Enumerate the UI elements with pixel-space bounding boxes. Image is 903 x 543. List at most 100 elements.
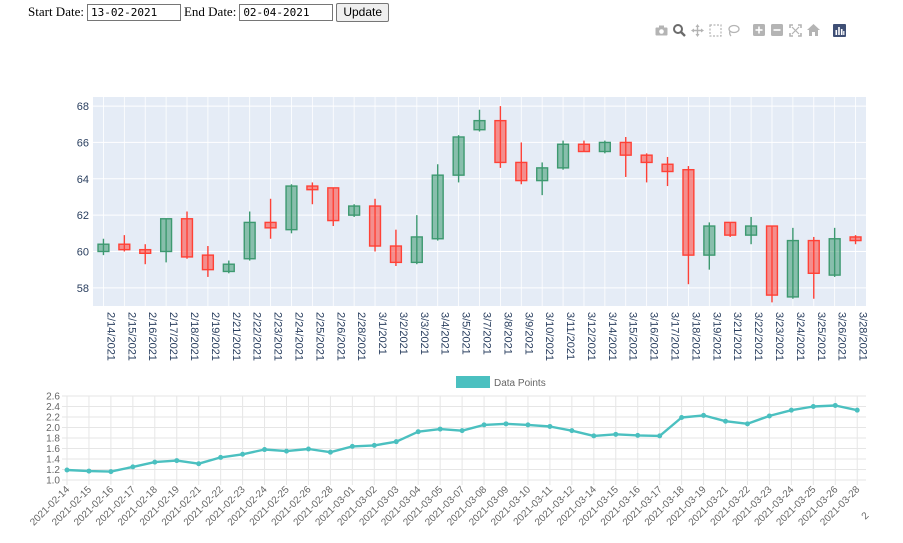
line-data-point[interactable] <box>744 421 750 427</box>
candlestick[interactable] <box>807 236 820 299</box>
line-data-point[interactable] <box>152 459 158 465</box>
line-data-point[interactable] <box>415 429 421 435</box>
candlestick-body <box>243 221 256 260</box>
line-data-point[interactable] <box>240 451 246 457</box>
line-data-point[interactable] <box>657 433 663 439</box>
line-data-point[interactable] <box>196 461 202 467</box>
candlestick-x-tick: 3/28/2021 <box>857 312 869 361</box>
candlestick[interactable] <box>159 218 173 263</box>
candlestick[interactable] <box>327 187 340 227</box>
candlestick[interactable] <box>661 156 674 187</box>
line-data-point[interactable] <box>569 428 575 434</box>
box-select-icon[interactable] <box>706 22 724 38</box>
line-data-point[interactable] <box>393 439 399 445</box>
line-y-tick: 1.4 <box>46 455 60 466</box>
line-data-point[interactable] <box>459 428 465 434</box>
start-date-input[interactable] <box>86 3 181 21</box>
candlestick[interactable] <box>118 235 131 252</box>
candlestick-body <box>159 218 173 253</box>
line-data-point[interactable] <box>547 423 553 429</box>
candlestick[interactable] <box>264 198 277 239</box>
candlestick[interactable] <box>640 153 653 183</box>
candlestick[interactable] <box>473 109 486 132</box>
candlestick[interactable] <box>786 227 800 299</box>
line-data-point[interactable] <box>284 448 290 454</box>
line-data-point[interactable] <box>525 422 531 428</box>
line-data-point[interactable] <box>810 404 816 409</box>
candlestick[interactable] <box>744 216 758 245</box>
candlestick[interactable] <box>222 260 235 274</box>
line-y-tick: 1.2 <box>46 465 60 476</box>
line-data-point[interactable] <box>701 412 707 418</box>
line-data-point[interactable] <box>723 418 729 424</box>
candlestick[interactable] <box>515 142 528 185</box>
candlestick[interactable] <box>556 140 570 170</box>
line-data-point[interactable] <box>679 415 685 421</box>
line-data-point[interactable] <box>130 464 136 470</box>
zoom-out-icon[interactable] <box>768 22 786 38</box>
line-data-point[interactable] <box>832 402 838 408</box>
candlestick[interactable] <box>765 225 779 303</box>
start-date-label: Start Date: <box>28 4 84 19</box>
candlestick[interactable] <box>306 182 319 205</box>
line-chart-legend[interactable]: Data Points <box>456 376 546 389</box>
candlestick-body <box>410 236 423 264</box>
candlestick[interactable] <box>139 244 152 265</box>
candlestick[interactable] <box>243 211 256 261</box>
line-data-point[interactable] <box>64 467 70 473</box>
candlestick-body <box>389 245 403 264</box>
pan-icon[interactable] <box>688 22 706 38</box>
line-data-point[interactable] <box>86 468 92 474</box>
candlestick[interactable] <box>703 222 716 270</box>
chart-modebar <box>652 22 848 38</box>
candlestick[interactable] <box>410 215 423 265</box>
candlestick[interactable] <box>201 246 215 277</box>
autoscale-icon[interactable] <box>786 22 804 38</box>
candlestick[interactable] <box>389 229 403 267</box>
candlestick-chart[interactable]: 58 60 62 64 66 68 2/14/2021 2/15/2021 2/16/2021… <box>0 80 903 365</box>
candlestick[interactable] <box>180 211 194 259</box>
line-data-point[interactable] <box>481 422 487 428</box>
line-data-point[interactable] <box>305 446 311 452</box>
candlestick[interactable] <box>494 106 507 168</box>
end-date-input[interactable] <box>239 3 334 21</box>
camera-icon[interactable] <box>652 22 670 38</box>
candlestick[interactable] <box>849 235 862 245</box>
line-data-point[interactable] <box>327 449 333 455</box>
line-data-point[interactable] <box>218 454 224 460</box>
lasso-select-icon[interactable] <box>724 22 742 38</box>
candlestick[interactable] <box>577 140 591 153</box>
update-button[interactable]: Update <box>336 2 390 22</box>
line-data-point[interactable] <box>788 407 794 413</box>
candlestick-body <box>139 248 152 254</box>
line-chart[interactable]: Data Points 2.62.42.22.01.81.61.41.21.0 … <box>0 370 903 543</box>
zoom-icon[interactable] <box>670 22 688 38</box>
line-data-point[interactable] <box>635 432 641 438</box>
candlestick[interactable] <box>724 221 737 237</box>
line-data-point[interactable] <box>108 469 114 475</box>
candlestick[interactable] <box>536 162 549 196</box>
candlestick[interactable] <box>431 164 444 241</box>
candlestick[interactable] <box>348 204 361 217</box>
line-data-point[interactable] <box>503 421 509 427</box>
line-data-point[interactable] <box>174 458 180 464</box>
line-data-point[interactable] <box>591 433 597 439</box>
line-data-point[interactable] <box>437 426 443 432</box>
candlestick[interactable] <box>598 140 611 154</box>
candlestick[interactable] <box>682 166 695 285</box>
zoom-in-icon[interactable] <box>750 22 768 38</box>
line-data-point[interactable] <box>766 413 772 419</box>
line-data-point[interactable] <box>613 431 619 437</box>
line-data-point[interactable] <box>371 442 377 448</box>
line-data-point[interactable] <box>262 447 268 453</box>
candlestick[interactable] <box>828 227 841 277</box>
candlestick[interactable] <box>97 238 110 256</box>
candlestick[interactable] <box>368 198 382 252</box>
candlestick[interactable] <box>452 135 465 183</box>
plotly-logo-icon[interactable] <box>830 22 848 38</box>
candlestick[interactable] <box>285 184 298 234</box>
line-data-point[interactable] <box>854 407 860 413</box>
line-data-point[interactable] <box>349 443 355 449</box>
home-icon[interactable] <box>804 22 822 38</box>
candlestick[interactable] <box>619 136 632 177</box>
